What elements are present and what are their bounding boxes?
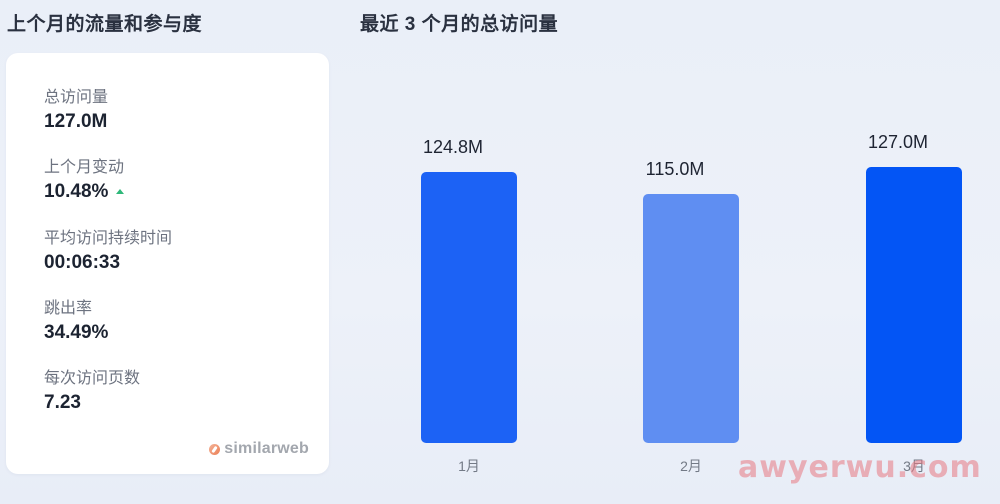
x-tick-label: 2月 <box>680 458 702 474</box>
x-tick-label: 3月 <box>903 458 925 474</box>
trend-up-icon <box>116 188 125 194</box>
bar-value-label: 124.8M <box>422 137 484 157</box>
bar-value-label: 115.0M <box>645 159 705 179</box>
total-visits-bar-chart: 124.8M 1月 115.0M 2月 127.0M 3月 <box>340 40 1000 504</box>
metric-label: 上个月变动 <box>44 159 125 176</box>
metric-avg-visit-duration: 平均访问持续时间 00:06:33 <box>44 228 172 276</box>
traffic-engagement-title: 上个月的流量和参与度 <box>7 14 203 35</box>
metric-label: 平均访问持续时间 <box>44 230 173 247</box>
metrics-card: 总访问量 127.0M 上个月变动 10.48% 平均访问持续时间 00:06:… <box>6 53 329 474</box>
similarweb-brand: similarweb <box>209 440 309 458</box>
metric-label: 每次访问页数 <box>44 370 141 387</box>
metric-value: 127.0M <box>44 111 108 132</box>
metric-label: 总访问量 <box>44 89 109 106</box>
metric-bounce-rate: 跳出率 34.49% <box>44 298 108 346</box>
bar-mar <box>866 167 962 443</box>
metric-monthly-change: 上个月变动 10.48% <box>44 157 125 205</box>
bar-feb <box>643 194 739 443</box>
bar-value-label: 127.0M <box>867 132 929 152</box>
metric-value: 7.23 <box>44 392 81 413</box>
similarweb-logo-icon <box>209 443 221 455</box>
bar-jan <box>421 172 517 443</box>
metric-total-visits: 总访问量 127.0M <box>44 87 108 135</box>
x-tick-label: 1月 <box>458 458 480 474</box>
metric-pages-per-visit: 每次访问页数 7.23 <box>44 368 140 416</box>
metric-value: 34.49% <box>44 322 109 343</box>
total-visits-chart-title: 最近 3 个月的总访问量 <box>360 14 559 35</box>
metric-value: 10.48% <box>44 179 125 205</box>
metric-value: 00:06:33 <box>44 252 121 273</box>
metric-label: 跳出率 <box>44 300 93 317</box>
watermark-text: awyerwu.com <box>738 450 982 485</box>
